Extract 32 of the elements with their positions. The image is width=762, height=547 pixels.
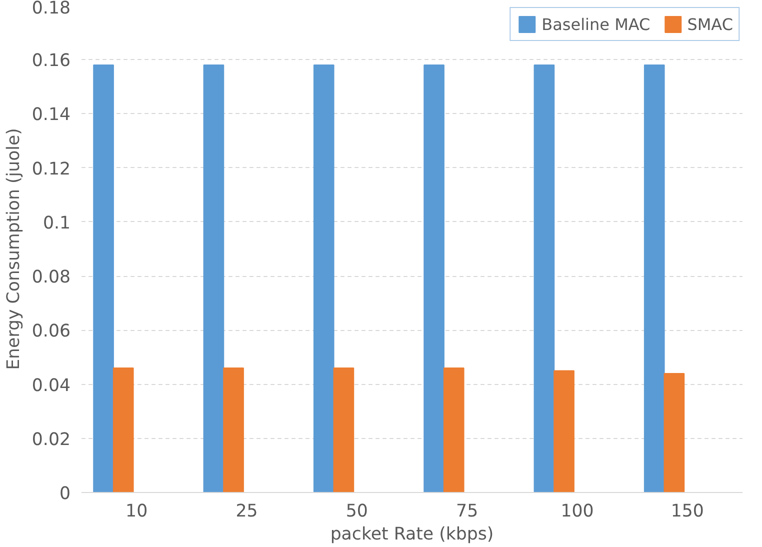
y-tick-label: 0.1 xyxy=(42,213,71,234)
x-tick-label: 10 xyxy=(126,502,148,522)
y-tick-label: 0.02 xyxy=(32,430,71,450)
y-tick-label: 0.16 xyxy=(32,51,71,72)
bar xyxy=(112,368,134,492)
bar xyxy=(203,64,224,492)
bar xyxy=(93,64,114,492)
y-tick-label: 0 xyxy=(59,484,71,504)
bar xyxy=(644,64,665,492)
y-tick-label: 0.14 xyxy=(32,105,71,126)
bar xyxy=(664,372,685,492)
bar xyxy=(554,370,574,492)
x-tick-label: 75 xyxy=(456,502,478,522)
bar xyxy=(534,64,555,492)
bar xyxy=(424,64,444,492)
bar xyxy=(223,368,244,492)
legend-label: Baseline MAC xyxy=(542,14,650,34)
y-tick-label: 0.18 xyxy=(32,0,71,18)
y-tick-label: 0.08 xyxy=(32,268,71,288)
x-tick-label: 100 xyxy=(560,502,594,522)
x-tick-label: 150 xyxy=(670,502,704,522)
y-tick-label: 0.04 xyxy=(32,376,71,396)
bar xyxy=(313,64,334,492)
x-tick-label: 25 xyxy=(236,502,258,522)
y-tick-label: 0.06 xyxy=(32,322,71,342)
y-tick-label: 0.12 xyxy=(32,159,71,180)
x-tick-label: 50 xyxy=(346,502,368,522)
bar xyxy=(443,368,464,492)
legend-label: SMAC xyxy=(687,14,733,34)
x-axis-title: packet Rate (kbps) xyxy=(330,524,494,544)
y-axis-title: Energy Consumption (juole) xyxy=(4,128,24,370)
bar xyxy=(333,368,354,492)
